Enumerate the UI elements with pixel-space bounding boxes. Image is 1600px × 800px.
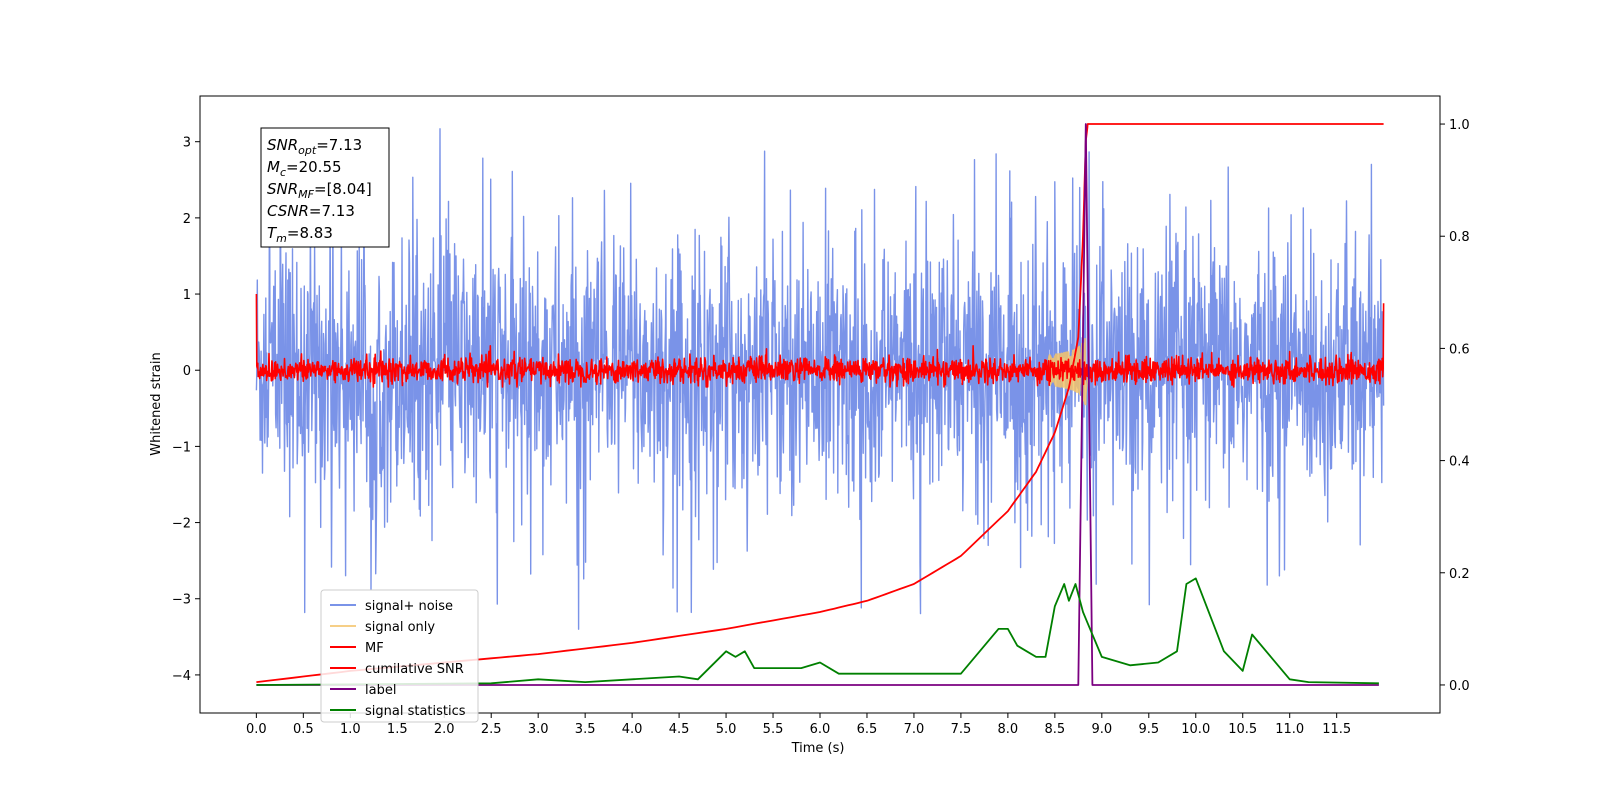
series-signal-noise (255, 128, 1385, 630)
legend: signal+ noise signal only MF cumilative SNR… (320, 589, 479, 723)
y-tick-label: 1 (183, 288, 191, 303)
annotation-line: SNRMF=[8.04] (267, 180, 372, 201)
x-tick-label: 2.0 (434, 722, 455, 737)
y-tick-label: −4 (172, 669, 191, 684)
series-label (256, 123, 1379, 686)
y-tick-label: 2 (183, 212, 191, 227)
legend-label: MF (365, 641, 384, 656)
x-tick-label: 5.0 (716, 722, 737, 737)
series-line (256, 577, 1379, 686)
legend-label: cumilative SNR (365, 662, 464, 677)
y-tick-label: −1 (172, 440, 191, 455)
x-tick-label: 8.5 (1045, 722, 1066, 737)
x-tick-label: 1.5 (387, 722, 408, 737)
y2-tick-label: 0.8 (1449, 230, 1470, 245)
series-line (255, 128, 1385, 630)
annotation-box: SNRopt=7.13Mc=20.55SNRMF=[8.04]CSNR=7.13… (260, 127, 390, 248)
x-tick-label: 11.5 (1322, 722, 1351, 737)
y-tick-label: −3 (172, 593, 191, 608)
legend-label: label (365, 683, 396, 698)
legend-item: label (330, 683, 396, 698)
y-tick-label: −2 (172, 517, 191, 532)
annotation-line: SNRopt=7.13 (267, 136, 362, 157)
x-tick-label: 2.5 (481, 722, 502, 737)
annotation-box-frame (260, 127, 390, 248)
legend-item: cumilative SNR (330, 662, 464, 677)
x-tick-label: 7.5 (951, 722, 972, 737)
y2-tick-label: 1.0 (1449, 118, 1470, 133)
y2-tick-label: 0.4 (1449, 455, 1470, 470)
x-tick-label: 8.0 (998, 722, 1019, 737)
y2-tick-label: 0.2 (1449, 567, 1470, 582)
series-mf (255, 293, 1385, 388)
x-tick-label: 10.5 (1228, 722, 1257, 737)
legend-label: signal+ noise (365, 599, 453, 614)
legend-item: signal+ noise (330, 599, 453, 614)
series-signal-statistics (256, 577, 1379, 686)
series-line (255, 293, 1385, 388)
annotation-line: CSNR=7.13 (267, 202, 355, 220)
legend-item: MF (330, 641, 384, 656)
series-cumilative-snr (256, 123, 1384, 683)
y-tick-label: 3 (183, 136, 191, 151)
x-tick-label: 0.5 (293, 722, 314, 737)
legend-item: signal statistics (330, 704, 466, 719)
plot-area (255, 123, 1385, 686)
x-tick-label: 10.0 (1181, 722, 1210, 737)
annotation-line: Mc=20.55 (267, 158, 342, 179)
annotation-line: Tm=8.83 (267, 224, 333, 245)
y2-tick-label: 0.6 (1449, 342, 1470, 357)
legend-label: signal statistics (365, 704, 466, 719)
x-tick-label: 9.5 (1138, 722, 1159, 737)
x-axis-label: Time (s) (791, 741, 845, 756)
legend-frame (320, 589, 479, 723)
x-axis: 0.0 0.5 1.0 1.5 2.0 2.5 3.0 3.5 4.0 4.5 5.0 5.5 6.0 6… (246, 713, 1351, 737)
x-tick-label: 7.0 (904, 722, 925, 737)
y-axis-label: Whitened strain (149, 352, 164, 455)
y2-tick-label: 0.0 (1449, 679, 1470, 694)
series-line (256, 123, 1384, 683)
x-tick-label: 6.0 (810, 722, 831, 737)
x-tick-label: 6.5 (857, 722, 878, 737)
x-tick-label: 1.0 (340, 722, 361, 737)
legend-item: signal only (330, 620, 435, 635)
x-tick-label: 4.0 (622, 722, 643, 737)
x-tick-label: 5.5 (763, 722, 784, 737)
x-tick-label: 0.0 (246, 722, 267, 737)
x-tick-label: 4.5 (669, 722, 690, 737)
x-tick-label: 11.0 (1275, 722, 1304, 737)
y-tick-label: 0 (183, 364, 191, 379)
legend-label: signal only (365, 620, 435, 635)
x-tick-label: 3.0 (528, 722, 549, 737)
y-axis-right: 0.0 0.2 0.4 0.6 0.8 1.0 (1440, 118, 1470, 694)
x-tick-label: 3.5 (575, 722, 596, 737)
y-axis-left: −4 −3 −2 −1 0 1 2 3 (172, 136, 200, 684)
x-tick-label: 9.0 (1091, 722, 1112, 737)
series-line (256, 123, 1379, 686)
